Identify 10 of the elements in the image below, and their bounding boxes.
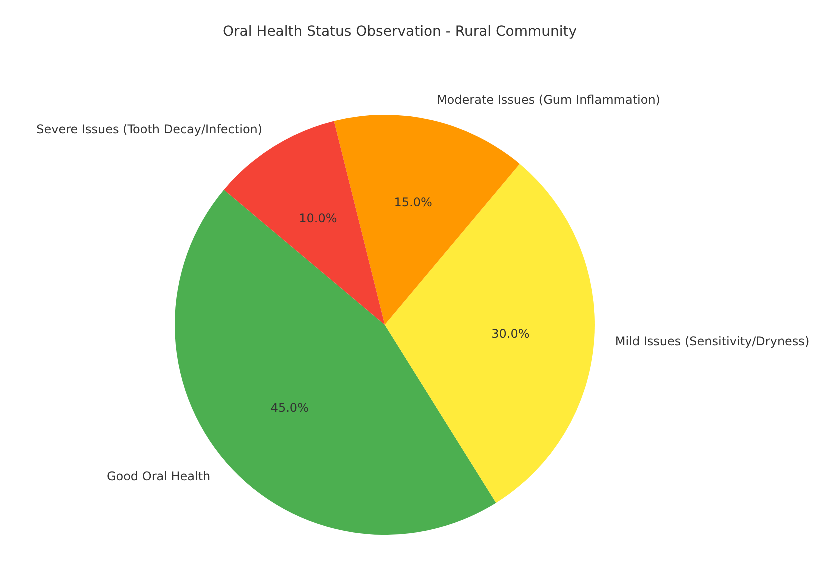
slice-label: Mild Issues (Sensitivity/Dryness) — [615, 334, 810, 348]
slice-label: Moderate Issues (Gum Inflammation) — [436, 93, 660, 108]
data-label: 15.0% — [394, 195, 432, 210]
chart-title: Oral Health Status Observation - Rural Community — [222, 24, 578, 40]
data-label: 10.0% — [299, 211, 338, 226]
data-label: 45.0% — [270, 400, 309, 415]
pie-slice — [385, 164, 595, 504]
slice-label: Severe Issues (Tooth Decay/Infection) — [36, 122, 263, 136]
slice-label: Good Oral Health — [106, 470, 211, 484]
data-label: 30.0% — [492, 326, 530, 341]
